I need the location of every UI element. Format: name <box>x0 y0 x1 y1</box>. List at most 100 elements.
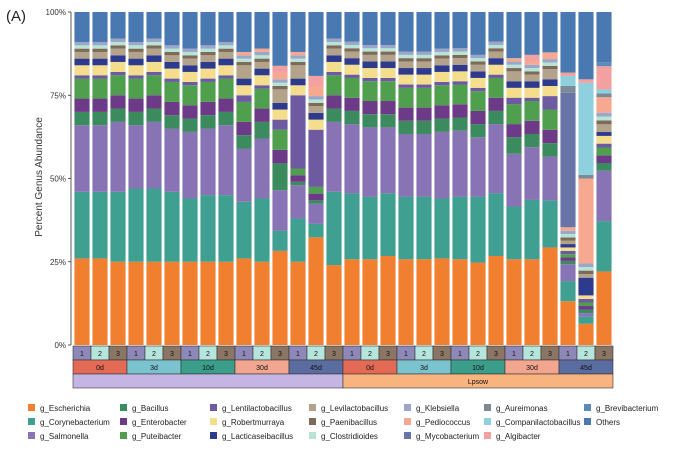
bar-segment-g-bacillus-sample-5 <box>146 108 162 122</box>
bar-segment-g-puteibacter-sample-13 <box>290 168 306 176</box>
bar-segment-g-bacillus-sample-30 <box>596 163 612 171</box>
bar-segment-g-escherichia-sample-6 <box>164 261 180 345</box>
bar-segment-g-pediococcus-sample-10 <box>236 51 252 56</box>
bar-segment-g-corynebacterium-sample-4 <box>128 188 144 262</box>
legend-swatch <box>28 404 35 411</box>
bar-segment-g-levilactobacillus-sample-5 <box>146 48 162 56</box>
bar-segment-g-puteibacter-sample-27 <box>542 109 558 130</box>
bar-segment-g-puteibacter-sample-26 <box>524 101 540 121</box>
bar-segment-g-lacticaseibacillus-sample-24 <box>488 58 504 65</box>
bar-segment-g-paenibacillus-sample-19 <box>398 58 414 62</box>
bar-segment-g-salmonella-sample-21 <box>434 131 450 199</box>
bar-segment-g-enterobacter-sample-29 <box>578 306 594 310</box>
bar-segment-g-escherichia-sample-8 <box>200 261 216 345</box>
bar-segment-g-lacticaseibacillus-sample-15 <box>326 55 342 62</box>
legend-label: g_Levilactobacillus <box>321 404 388 413</box>
bar-segment-g-levilactobacillus-sample-24 <box>488 51 504 59</box>
bar-segment-g-corynebacterium-sample-27 <box>542 200 558 248</box>
bar-segment-g-lentilactobacillus-sample-1 <box>74 75 90 79</box>
bar-segment-g-puteibacter-sample-6 <box>164 81 180 102</box>
bar-segment-g-corynebacterium-sample-15 <box>326 191 342 266</box>
bar-segment-g-klebsiella-sample-15 <box>326 38 342 42</box>
bar-segment-g-escherichia-sample-21 <box>434 258 450 345</box>
bar-segment-g-pediococcus-sample-25 <box>506 58 522 62</box>
bar-segment-others-sample-13 <box>290 12 306 52</box>
bar-segment-g-corynebacterium-sample-24 <box>488 193 504 256</box>
bar-segment-g-algibacter-sample-28 <box>560 72 576 76</box>
bar-segment-g-corynebacterium-sample-18 <box>380 193 396 256</box>
bar-segment-g-salmonella-sample-2 <box>92 125 108 192</box>
bar-segment-others-sample-21 <box>434 12 450 49</box>
bar-segment-g-bacillus-sample-6 <box>164 115 180 129</box>
bar-segment-g-pediococcus-sample-14 <box>308 86 324 97</box>
day-group-label: 45d <box>580 365 592 372</box>
replicate-label: 3 <box>548 351 552 358</box>
y-tick-label: 0% <box>54 341 66 350</box>
bars-layer <box>74 12 612 345</box>
bar-segment-g-salmonella-sample-7 <box>182 131 198 199</box>
legend-swatch <box>404 404 411 411</box>
bar-segment-g-clostridioides-sample-19 <box>398 54 414 59</box>
bar-segment-g-lentilactobacillus-sample-10 <box>236 95 252 102</box>
panel-label: (A) <box>6 8 26 25</box>
bar-segment-g-bacillus-sample-13 <box>290 181 306 186</box>
bar-segment-g-robertmurraya-sample-13 <box>290 85 306 96</box>
bar-segment-others-sample-5 <box>146 12 162 39</box>
bar-segment-g-lacticaseibacillus-sample-13 <box>290 78 306 86</box>
bar-segment-g-enterobacter-sample-6 <box>164 101 180 116</box>
bar-segment-g-robertmurraya-sample-6 <box>164 68 180 79</box>
legend-swatch <box>309 418 316 425</box>
treatment-group-label: Lpsow <box>468 379 489 386</box>
bar-segment-g-puteibacter-sample-17 <box>362 81 378 102</box>
bar-segment-g-puteibacter-sample-7 <box>182 85 198 106</box>
bar-segment-g-robertmurraya-sample-28 <box>560 247 576 251</box>
replicate-label: 1 <box>404 351 408 358</box>
bar-segment-g-lentilactobacillus-sample-23 <box>470 87 486 92</box>
bar-segment-g-klebsiella-sample-30 <box>596 112 612 117</box>
bar-segment-g-lacticaseibacillus-sample-27 <box>542 79 558 86</box>
replicate-label: 1 <box>350 351 354 358</box>
bar-segment-g-klebsiella-sample-1 <box>74 41 90 46</box>
bar-segment-g-lacticaseibacillus-sample-11 <box>254 68 270 76</box>
bar-segment-g-levilactobacillus-sample-23 <box>470 64 486 72</box>
bar-segment-g-clostridioides-sample-15 <box>326 41 342 46</box>
bar-segment-g-puteibacter-sample-15 <box>326 75 342 96</box>
bar-segment-others-sample-26 <box>524 12 540 55</box>
bar-segment-g-bacillus-sample-1 <box>74 111 90 126</box>
replicate-label: 1 <box>188 351 192 358</box>
replicate-label: 2 <box>530 351 534 358</box>
replicate-label: 1 <box>242 351 246 358</box>
bar-segment-g-corynebacterium-sample-19 <box>398 196 414 260</box>
bar-segment-g-salmonella-sample-30 <box>596 170 612 222</box>
bar-segment-g-levilactobacillus-sample-20 <box>416 61 432 69</box>
y-tick-label: 25% <box>50 258 66 267</box>
bar-segment-g-corynebacterium-sample-17 <box>362 196 378 260</box>
bar-segment-g-salmonella-sample-10 <box>236 148 252 202</box>
bar-segment-g-escherichia-sample-19 <box>398 259 414 345</box>
bar-segment-g-enterobacter-sample-15 <box>326 95 342 109</box>
bar-segment-g-enterobacter-sample-16 <box>344 97 360 111</box>
bar-segment-g-clostridioides-sample-1 <box>74 45 90 49</box>
legend-label: g_Companilactobacillus <box>496 418 581 427</box>
bar-segment-g-levilactobacillus-sample-30 <box>596 124 612 133</box>
bar-segment-g-klebsiella-sample-26 <box>524 64 540 69</box>
bar-segment-others-sample-15 <box>326 12 342 39</box>
legend-swatch <box>584 418 591 425</box>
bar-segment-g-escherichia-sample-29 <box>578 323 594 345</box>
legend-swatch <box>484 418 491 425</box>
bar-segment-g-lacticaseibacillus-sample-9 <box>218 58 234 66</box>
y-tick-label: 50% <box>50 175 66 184</box>
bar-segment-others-sample-20 <box>416 12 432 52</box>
bar-segment-g-paenibacillus-sample-15 <box>326 45 342 49</box>
bar-segment-g-enterobacter-sample-10 <box>236 121 252 136</box>
legend-label: g_Escherichia <box>40 404 91 413</box>
bar-segment-others-sample-16 <box>344 12 360 42</box>
bar-segment-g-algibacter-sample-14 <box>308 75 324 86</box>
bar-segment-g-levilactobacillus-sample-19 <box>398 61 414 69</box>
bar-segment-others-sample-11 <box>254 12 270 49</box>
bar-segment-g-robertmurraya-sample-18 <box>380 68 396 78</box>
legend-label: g_Clostridioides <box>321 432 378 441</box>
bar-segment-g-escherichia-sample-22 <box>452 259 468 345</box>
bar-segment-g-escherichia-sample-11 <box>254 261 270 345</box>
bar-segment-g-salmonella-sample-9 <box>218 125 234 196</box>
